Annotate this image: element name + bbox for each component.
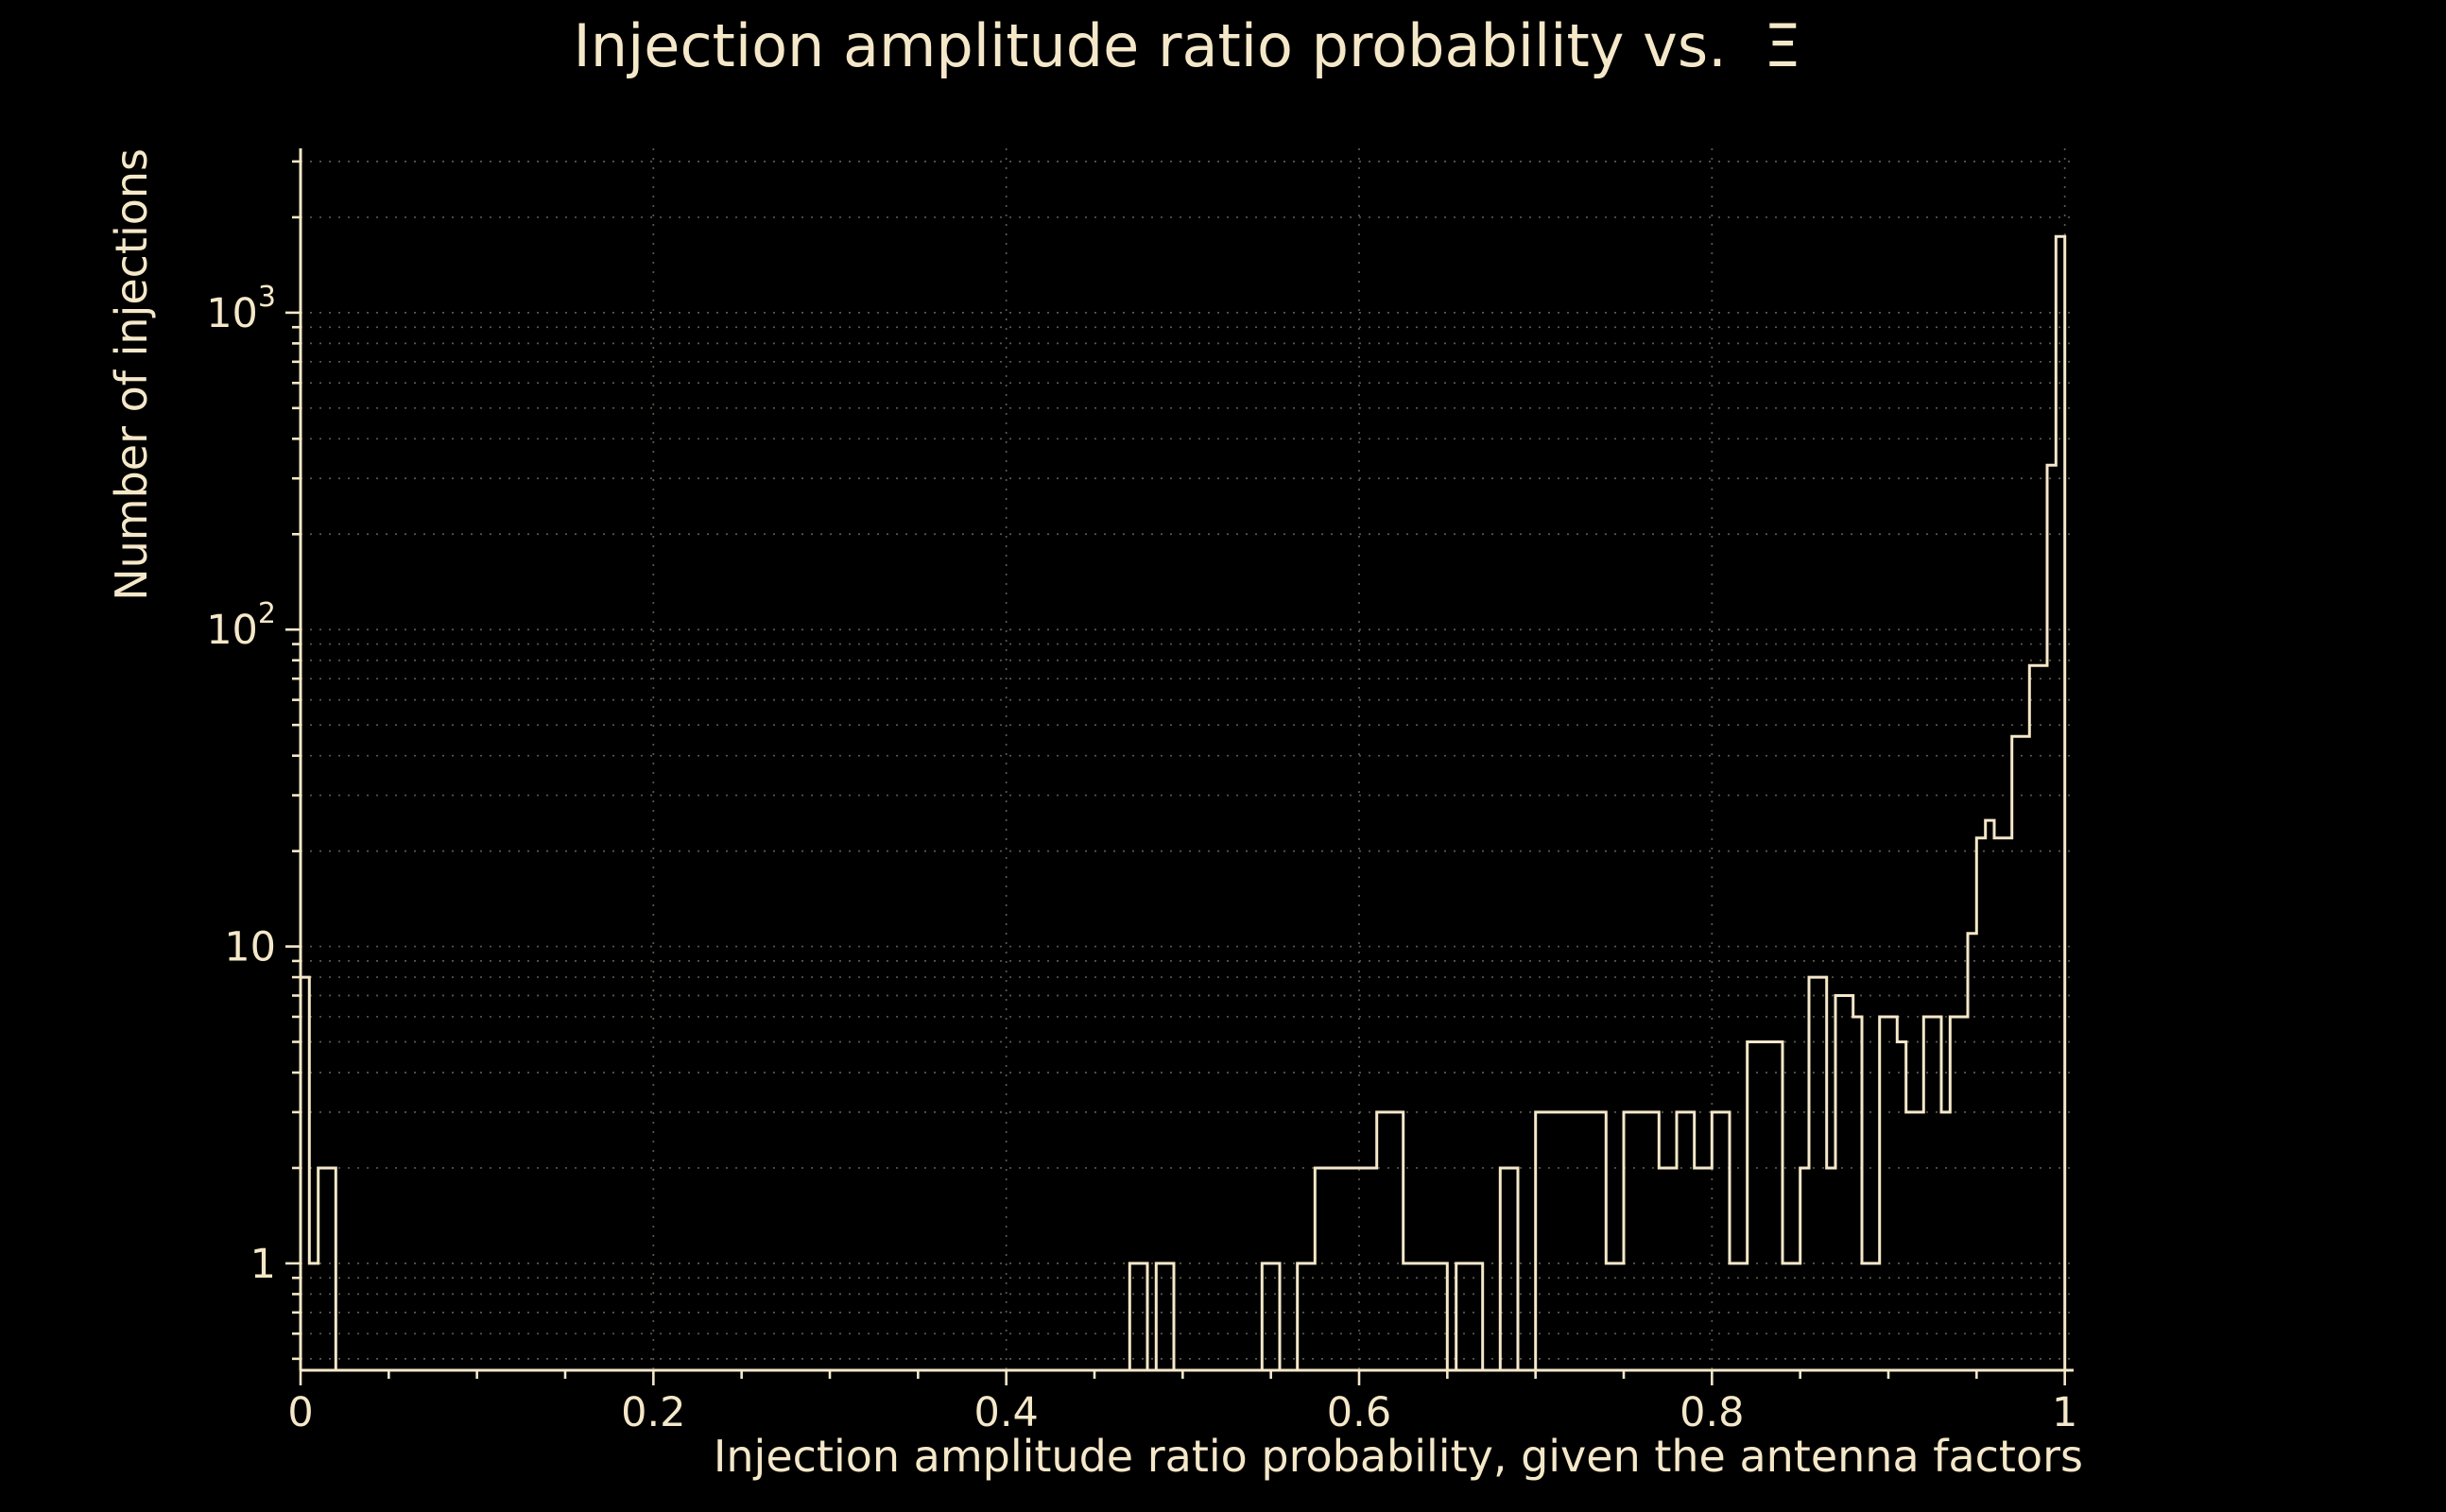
tick-labels: 0 0.2 0.4 0.6 0.8 1 1 10 102 103 <box>206 281 2077 1436</box>
x-tick-label: 1 <box>2052 1389 2077 1436</box>
chart-title: Injection amplitude ratio probability vs… <box>573 11 1801 80</box>
histogram-outline <box>299 234 2067 1372</box>
y-tick-label: 103 <box>206 281 276 337</box>
x-tick-label: 0.8 <box>1679 1389 1744 1436</box>
grid-lines <box>301 148 2074 1370</box>
x-tick-label: 0 <box>287 1389 313 1436</box>
y-tick-label: 1 <box>250 1241 276 1288</box>
x-tick-label: 0.2 <box>621 1389 685 1436</box>
axes <box>299 148 2074 1372</box>
y-tick-label: 102 <box>206 597 276 654</box>
x-tick-label: 0.4 <box>973 1389 1038 1436</box>
y-tick-label: 10 <box>224 924 276 971</box>
x-axis-label: Injection amplitude ratio probability, g… <box>713 1431 2083 1482</box>
tick-marks <box>285 160 2066 1385</box>
x-tick-label: 0.6 <box>1327 1389 1391 1436</box>
